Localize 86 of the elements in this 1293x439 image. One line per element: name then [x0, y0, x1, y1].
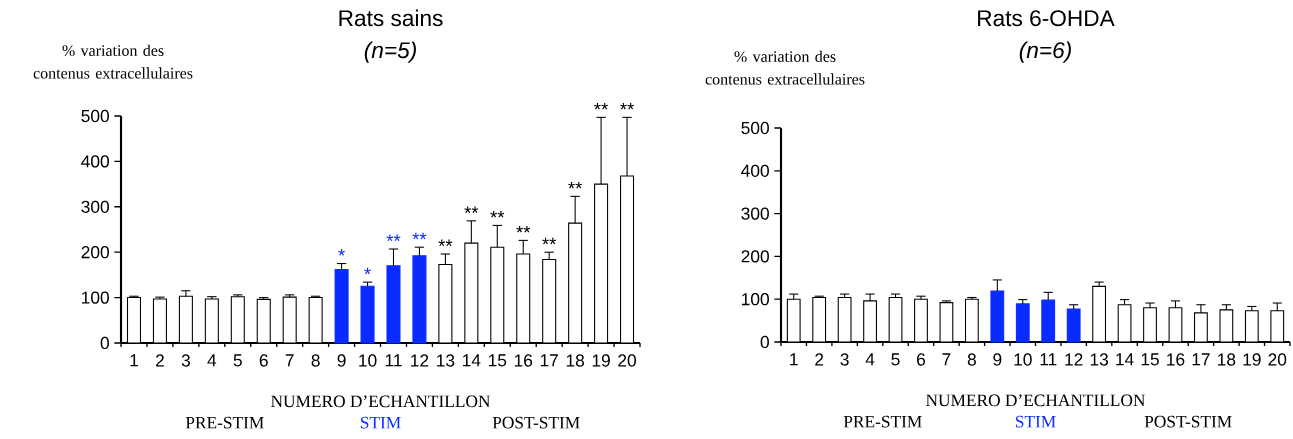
text: POST-STIM: [492, 416, 580, 429]
x-tick-label: 9: [337, 354, 346, 367]
annotation: *: [338, 249, 345, 256]
x-tick-label: 19: [1243, 353, 1261, 366]
x-tick-label: 2: [156, 354, 164, 367]
x-tick-label: 14: [1116, 353, 1134, 366]
text: POST-STIM: [1144, 415, 1232, 428]
text: STIM: [360, 416, 401, 429]
annotation: **: [464, 206, 479, 213]
annotation: **: [438, 239, 453, 247]
chart-subtitle: (n=6): [1019, 41, 1071, 63]
y-tick-label: 400: [81, 155, 109, 168]
bar: [1041, 299, 1056, 343]
x-tick-label: 17: [1192, 353, 1210, 366]
y-tick-label: 0: [100, 336, 109, 350]
x-tick-label: 15: [1141, 353, 1159, 366]
text: STIM: [1015, 415, 1056, 428]
bar: [1066, 308, 1081, 343]
x-tick-label: 7: [942, 353, 951, 366]
annotation: **: [516, 225, 531, 233]
y-tick-label: 500: [81, 109, 109, 123]
x-tick-label: 1: [130, 354, 138, 367]
x-tick-label: 5: [233, 354, 242, 367]
x-tick-label: 8: [967, 353, 976, 366]
x-tick-label: 9: [993, 353, 1002, 366]
y-tick-label: 500: [741, 121, 769, 135]
annotation: **: [594, 102, 609, 110]
y-tick-label: 0: [760, 335, 769, 349]
bar: [990, 290, 1005, 343]
x-tick-label: 16: [514, 354, 533, 367]
text: PRE-STIM: [185, 416, 264, 429]
y-tick-label: 300: [81, 200, 109, 213]
x-tick-label: 19: [592, 354, 610, 367]
x-tick-label: 8: [311, 354, 320, 367]
chart-title: Rats 6-OHDA: [978, 10, 1115, 27]
y-tick-label: 100: [82, 291, 109, 304]
x-tick-label: 11: [1040, 353, 1057, 366]
x-tick-label: 1: [790, 353, 798, 366]
x-tick-label: 12: [411, 354, 429, 367]
x-tick-label: 10: [359, 354, 377, 367]
bar: [386, 265, 401, 344]
y-tick-label: 400: [741, 164, 769, 177]
chart-subtitle: (n=5): [364, 41, 416, 63]
x-axis-title: NUMERO D’ECHANTILLON: [926, 394, 1146, 407]
x-tick-label: 10: [1014, 353, 1032, 366]
annotation: *: [364, 267, 371, 275]
annotation: **: [568, 181, 583, 189]
x-tick-label: 20: [618, 354, 636, 367]
x-tick-label: 17: [540, 354, 558, 367]
chart-title: Rats sains: [339, 9, 443, 27]
bar: [412, 255, 427, 344]
x-tick-label: 4: [865, 353, 875, 366]
y-axis-title: % variation des contenus extracellulaires: [705, 50, 865, 85]
x-tick-label: 16: [1167, 353, 1185, 366]
x-axis-title: NUMERO D’ECHANTILLON: [271, 395, 491, 408]
x-tick-label: 4: [207, 354, 217, 367]
annotation: **: [412, 232, 427, 240]
annotation: **: [542, 237, 557, 245]
x-tick-label: 13: [1090, 353, 1108, 366]
x-tick-label: 7: [285, 354, 294, 367]
bar: [1015, 303, 1030, 343]
x-tick-label: 20: [1268, 353, 1287, 366]
annotation: **: [490, 210, 505, 218]
annotation: **: [386, 234, 401, 242]
text: PRE-STIM: [843, 415, 922, 428]
y-tick-label: 100: [742, 293, 769, 306]
y-tick-label: 200: [81, 246, 109, 259]
x-tick-label: 3: [181, 354, 190, 367]
x-tick-label: 18: [566, 354, 585, 367]
y-tick-label: 300: [741, 207, 769, 220]
x-tick-label: 3: [840, 353, 849, 366]
x-tick-label: 6: [259, 354, 268, 367]
x-tick-label: 11: [385, 354, 402, 367]
bar: [360, 285, 375, 344]
x-tick-label: 12: [1065, 353, 1083, 366]
x-tick-label: 5: [891, 353, 900, 366]
annotation: **: [620, 102, 635, 110]
x-tick-label: 18: [1218, 353, 1236, 366]
bar: [334, 268, 349, 344]
x-tick-label: 2: [815, 353, 824, 366]
x-tick-label: 14: [463, 354, 481, 367]
x-tick-label: 6: [917, 353, 926, 366]
x-tick-label: 13: [437, 354, 455, 367]
y-tick-label: 200: [741, 250, 769, 263]
x-tick-label: 15: [488, 354, 507, 367]
y-axis-title: % variation des contenus extracellulaires: [33, 44, 193, 79]
